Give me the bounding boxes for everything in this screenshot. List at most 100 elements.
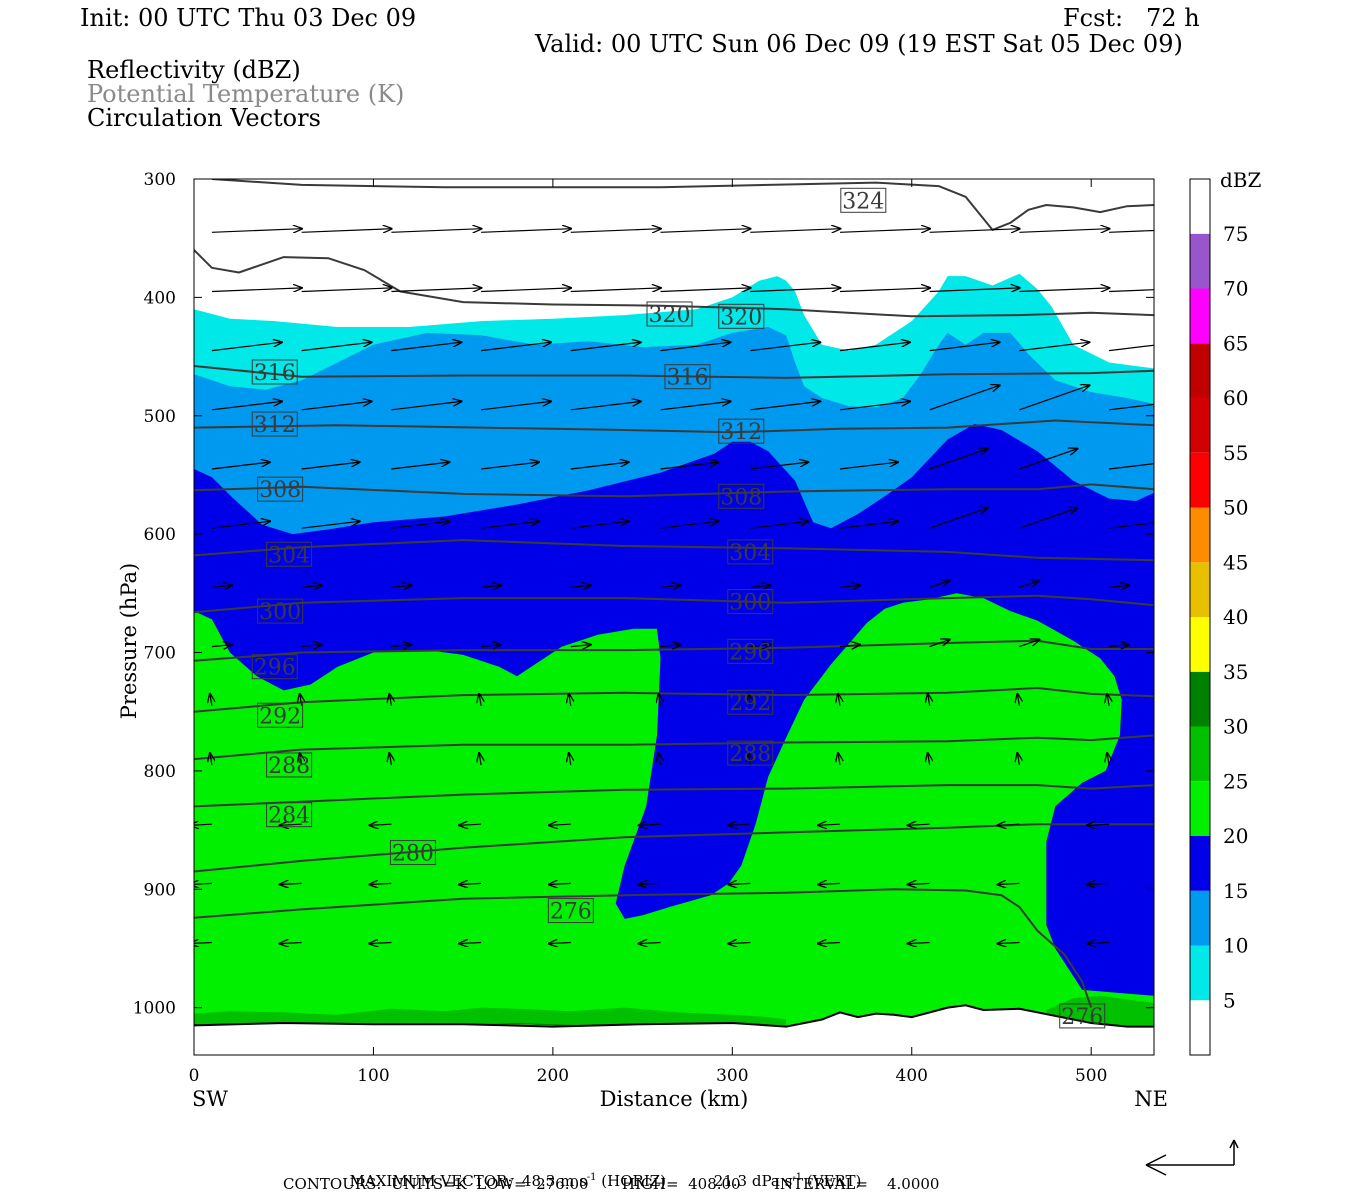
circulation-vector <box>570 462 629 470</box>
init-time: Init: 00 UTC Thu 03 Dec 09 <box>80 4 417 32</box>
theta-label-text: 308 <box>720 485 762 510</box>
theta-label-box <box>1059 1003 1106 1029</box>
circulation-vector <box>1019 449 1077 470</box>
max-vector-exp-1: -1 <box>586 1172 597 1183</box>
y-tick-label: 1000 <box>133 999 176 1019</box>
circulation-vector <box>1109 585 1129 587</box>
circulation-vector <box>839 229 930 233</box>
colorbar-tick-label: 70 <box>1223 277 1248 301</box>
circulation-vector <box>570 521 629 529</box>
circulation-vector <box>481 288 571 292</box>
circulation-vector <box>659 694 661 706</box>
colorbar-tick-label: 15 <box>1223 879 1248 903</box>
theta-label-296: 296 <box>251 654 298 681</box>
circulation-vector <box>839 521 898 529</box>
circulation-vector <box>481 401 551 411</box>
circulation-vector <box>391 585 411 587</box>
theta-label-text: 296 <box>729 640 771 665</box>
circulation-vector <box>750 288 840 292</box>
circulation-vector <box>1019 508 1077 529</box>
circulation-vector <box>1087 883 1110 884</box>
theta-label-box <box>266 752 313 778</box>
circulation-vector <box>929 449 988 470</box>
colorbar-tick-label: 5 <box>1223 988 1236 1012</box>
theta-label-box <box>251 411 298 437</box>
theta-contour-296 <box>194 639 1154 662</box>
circulation-vector <box>929 229 1020 233</box>
circulation-vector <box>750 229 840 233</box>
colorbar-label: dBZ <box>1220 168 1262 192</box>
max-vector-note: MAXIMUM VECTOR: 48.3 m s-1 (HORIZ) 21.3 … <box>340 1158 862 1190</box>
circulation-vector <box>391 521 449 529</box>
theta-label-308: 308 <box>718 483 765 510</box>
circulation-vector <box>1087 824 1110 825</box>
theta-label-text: 312 <box>720 420 762 445</box>
colorbar-segment <box>1190 1000 1210 1055</box>
circulation-vector <box>300 694 302 706</box>
circulation-vector <box>481 342 551 352</box>
theta-label-276: 276 <box>547 898 594 925</box>
circulation-vector <box>1019 229 1109 233</box>
theta-contours <box>194 179 1154 1008</box>
theta-label-288: 288 <box>727 740 774 767</box>
colorbar-segment <box>1190 726 1210 782</box>
circulation-vector <box>750 462 808 470</box>
theta-label-box <box>646 301 693 327</box>
theta-label-312: 312 <box>251 411 298 438</box>
theta-label-text: 292 <box>729 691 771 716</box>
circulation-vector <box>1019 288 1109 292</box>
circulation-vector <box>301 288 392 292</box>
theta-label-box <box>727 589 774 615</box>
reflectivity-region-25dbz <box>1046 995 1154 1026</box>
max-vector-text-a: MAXIMUM VECTOR: 48.3 m s <box>349 1172 587 1190</box>
theta-contour-312 <box>194 419 1154 434</box>
circulation-vector <box>838 694 840 706</box>
theta-label-box <box>718 418 765 444</box>
circulation-vector <box>549 824 571 825</box>
circulation-vector <box>748 753 750 766</box>
colorbar-segment <box>1190 179 1210 234</box>
theta-contour-280 <box>194 823 1154 873</box>
theta-label-text: 304 <box>729 541 771 566</box>
theta-label-text: 300 <box>729 591 771 616</box>
circulation-vector <box>481 462 539 470</box>
circulation-vector <box>570 288 661 292</box>
circulation-vector <box>391 342 461 352</box>
colorbar-segment <box>1190 945 1210 1001</box>
theta-label-box <box>389 840 436 866</box>
circulation-vector <box>211 462 270 470</box>
theta-contour-labels: 324 320 320 316 316 312 312 308 308 304 304 300 300 2… <box>251 187 1106 1030</box>
theta-label-text: 276 <box>550 900 592 925</box>
circulation-vector <box>481 229 571 233</box>
theta-contour-284 <box>194 784 1154 808</box>
plot-frame <box>193 178 1155 1056</box>
circulation-vector <box>750 342 820 352</box>
theta-label-312: 312 <box>718 418 765 445</box>
circulation-vector <box>997 943 1020 944</box>
circulation-vector <box>479 753 481 766</box>
theta-contour-324 <box>211 179 1154 231</box>
colorbar-segment <box>1190 233 1210 289</box>
reflectivity-fill <box>194 273 1154 1055</box>
circulation-vector <box>929 508 988 529</box>
circulation-vector <box>280 943 302 944</box>
y-tick-label: 900 <box>144 880 176 900</box>
circulation-vector <box>301 342 372 352</box>
theta-label-text: 280 <box>392 842 434 867</box>
theta-label-324: 324 <box>840 187 887 214</box>
colorbar-tick-label: 55 <box>1223 441 1248 465</box>
y-tick-label: 300 <box>144 170 176 190</box>
theta-label-box <box>257 476 304 502</box>
theta-contour-292 <box>194 687 1154 713</box>
colorbar: 5 10 15 20 25 30 35 40 45 50 55 60 65 70 75 dBZ <box>1189 168 1262 1056</box>
circulation-vector <box>929 342 1000 352</box>
x-tick-label: 300 <box>716 1066 748 1086</box>
theta-label-308: 308 <box>257 476 304 503</box>
field-circulation-vectors: Circulation Vectors <box>87 104 321 132</box>
theta-label-320: 320 <box>646 301 693 328</box>
circulation-vector <box>908 824 930 825</box>
circulation-vector <box>660 521 719 529</box>
max-vector-text-c: (VERT) <box>802 1172 862 1190</box>
circulation-vector <box>481 585 501 587</box>
